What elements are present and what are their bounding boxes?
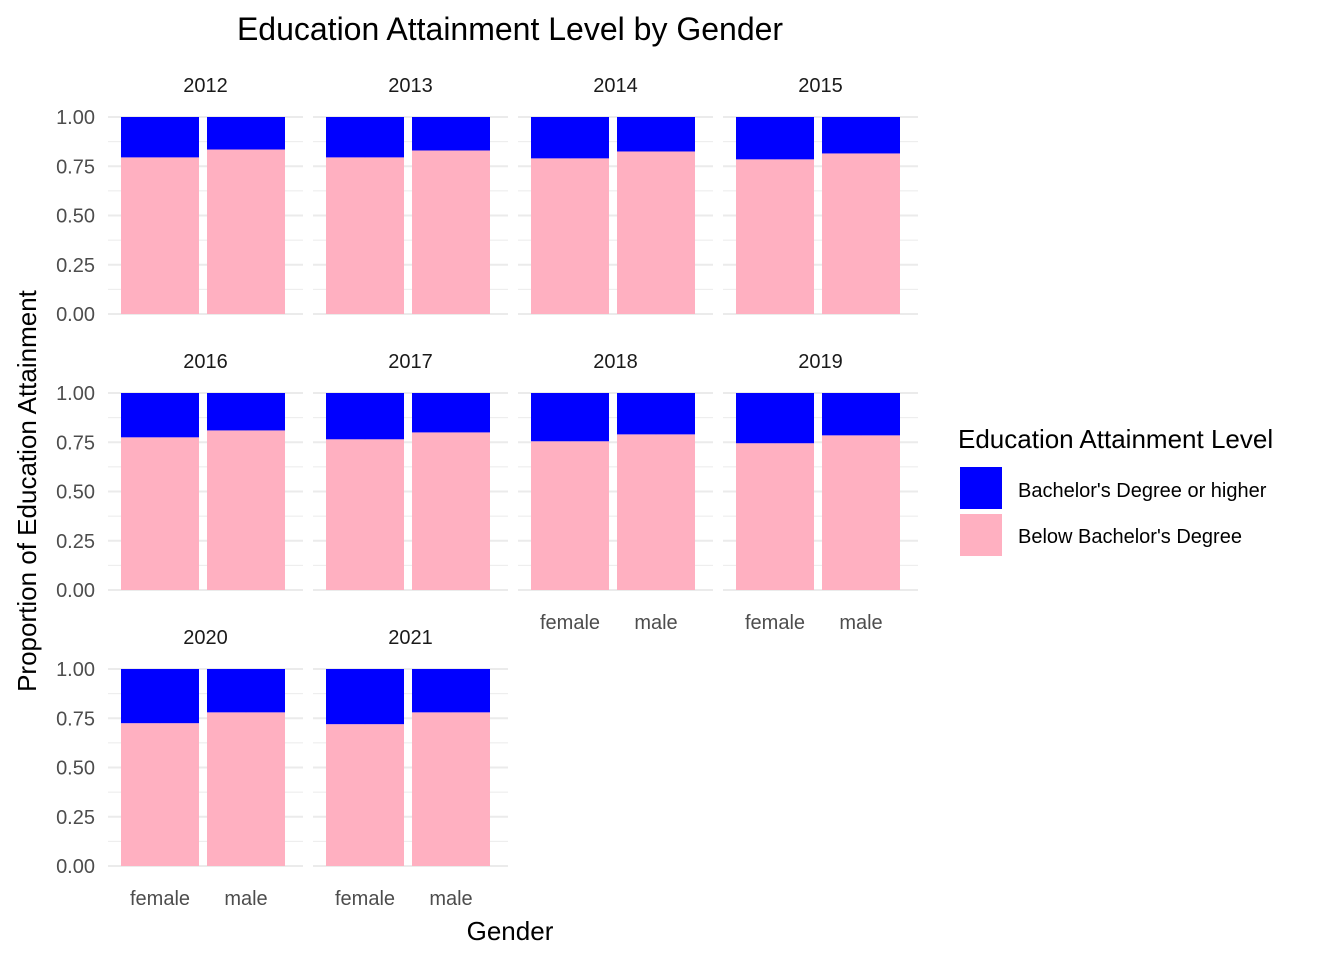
bar-bachelor-or-higher-male <box>617 117 695 152</box>
facet-panel-2015: 2015 <box>723 75 918 315</box>
facet-strip-label: 2020 <box>183 627 228 649</box>
bar-bachelor-or-higher-female <box>531 117 609 159</box>
y-tick-label: 1.00 <box>56 659 95 681</box>
bar-bachelor-or-higher-male <box>617 393 695 435</box>
bar-below-bachelor-female <box>531 441 609 590</box>
x-tick-label: female <box>540 612 600 634</box>
y-tick-label: 1.00 <box>56 383 95 405</box>
x-tick-label: male <box>634 612 677 634</box>
facet-panel-2013: 2013 <box>313 75 508 315</box>
facet-strip-label: 2013 <box>388 75 433 97</box>
bar-bachelor-or-higher-male <box>412 117 490 151</box>
legend: Education Attainment Level Bachelor's De… <box>958 424 1273 556</box>
bar-bachelor-or-higher-male <box>207 669 285 713</box>
bar-below-bachelor-male <box>617 434 695 590</box>
facet-panel-2018: 2018 female male <box>518 351 713 634</box>
x-tick-label: male <box>839 612 882 634</box>
bar-below-bachelor-male <box>822 153 900 314</box>
facet-panel-2020: 2020 0.00 0.25 0.50 0.75 1.00 female male <box>56 627 303 910</box>
bar-bachelor-or-higher-female <box>736 117 814 160</box>
facet-strip-label: 2016 <box>183 351 228 373</box>
facet-panel-2012: 2012 0.00 0.25 0.50 0.75 1.00 <box>56 75 303 326</box>
legend-label-below: Below Bachelor's Degree <box>1018 526 1242 548</box>
y-tick-label: 0.50 <box>56 482 95 504</box>
bar-bachelor-or-higher-male <box>412 393 490 433</box>
y-tick-label: 0.50 <box>56 758 95 780</box>
facet-panel-2017: 2017 <box>313 351 508 591</box>
bar-below-bachelor-female <box>326 157 404 314</box>
bar-bachelor-or-higher-male <box>822 393 900 436</box>
bar-below-bachelor-female <box>736 159 814 314</box>
bar-below-bachelor-male <box>207 712 285 866</box>
y-tick-label: 1.00 <box>56 107 95 129</box>
y-tick-label: 0.50 <box>56 206 95 228</box>
bar-bachelor-or-higher-male <box>412 669 490 713</box>
facet-strip-label: 2019 <box>798 351 843 373</box>
y-tick-label: 0.00 <box>56 580 95 602</box>
facet-strip-label: 2018 <box>593 351 638 373</box>
x-tick-label: female <box>745 612 805 634</box>
bar-below-bachelor-female <box>736 443 814 590</box>
legend-title: Education Attainment Level <box>958 424 1273 454</box>
bar-bachelor-or-higher-female <box>121 117 199 158</box>
y-tick-label: 0.75 <box>56 708 95 730</box>
x-tick-label: female <box>130 888 190 910</box>
facet-strip-label: 2012 <box>183 75 228 97</box>
chart-title: Education Attainment Level by Gender <box>237 11 783 47</box>
x-tick-label: female <box>335 888 395 910</box>
legend-label-bachelor: Bachelor's Degree or higher <box>1018 480 1267 502</box>
bar-below-bachelor-male <box>822 435 900 590</box>
bar-bachelor-or-higher-female <box>326 669 404 725</box>
facet-strip-label: 2021 <box>388 627 433 649</box>
facet-strip-label: 2015 <box>798 75 843 97</box>
y-tick-label: 0.00 <box>56 304 95 326</box>
bar-below-bachelor-male <box>207 430 285 590</box>
bar-bachelor-or-higher-female <box>326 393 404 440</box>
bar-below-bachelor-male <box>617 151 695 314</box>
facet-panel-2019: 2019 female male <box>723 351 918 634</box>
bar-below-bachelor-female <box>121 437 199 590</box>
bar-below-bachelor-male <box>412 432 490 590</box>
facet-panel-2021: 2021 female male <box>313 627 508 910</box>
bar-below-bachelor-female <box>121 723 199 866</box>
x-tick-label: male <box>224 888 267 910</box>
legend-key-below <box>960 514 1002 556</box>
bar-bachelor-or-higher-male <box>207 117 285 150</box>
y-tick-label: 0.25 <box>56 807 95 829</box>
y-axis-title: Proportion of Education Attainment <box>12 289 42 692</box>
facet-panel-2016: 2016 0.00 0.25 0.50 0.75 1.00 <box>56 351 303 602</box>
facet-panels: 2012 0.00 0.25 0.50 0.75 1.00 2013 2014 2015 2016… <box>56 75 918 910</box>
bar-bachelor-or-higher-male <box>822 117 900 154</box>
facet-panel-2014: 2014 <box>518 75 713 315</box>
y-tick-label: 0.00 <box>56 856 95 878</box>
y-tick-label: 0.75 <box>56 156 95 178</box>
bar-bachelor-or-higher-female <box>121 393 199 438</box>
bar-below-bachelor-male <box>207 149 285 314</box>
x-tick-label: male <box>429 888 472 910</box>
y-tick-label: 0.75 <box>56 432 95 454</box>
bar-below-bachelor-female <box>531 158 609 314</box>
y-tick-label: 0.25 <box>56 531 95 553</box>
legend-key-bachelor <box>960 467 1002 509</box>
bar-below-bachelor-female <box>326 724 404 866</box>
bar-below-bachelor-female <box>326 439 404 590</box>
facet-strip-label: 2014 <box>593 75 638 97</box>
y-tick-label: 0.25 <box>56 255 95 277</box>
bar-bachelor-or-higher-female <box>326 117 404 158</box>
bar-bachelor-or-higher-female <box>121 669 199 724</box>
bar-below-bachelor-male <box>412 712 490 866</box>
bar-below-bachelor-male <box>412 150 490 314</box>
bar-bachelor-or-higher-female <box>736 393 814 444</box>
facet-strip-label: 2017 <box>388 351 433 373</box>
x-axis-title: Gender <box>467 916 554 946</box>
bar-below-bachelor-female <box>121 157 199 314</box>
bar-bachelor-or-higher-female <box>531 393 609 442</box>
bar-bachelor-or-higher-male <box>207 393 285 431</box>
